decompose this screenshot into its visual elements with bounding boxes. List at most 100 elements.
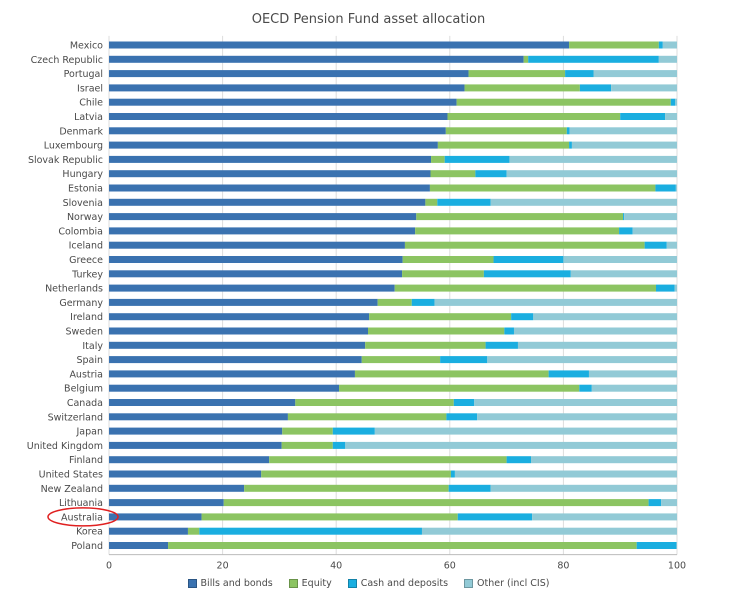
- bar-segment: [632, 227, 677, 235]
- y-tick-label: United States: [39, 470, 103, 481]
- bar-segment: [528, 55, 659, 63]
- bar-segment: [437, 141, 570, 149]
- bar-segment: [675, 184, 677, 192]
- bar-segment: [437, 198, 491, 206]
- chart-title: OECD Pension Fund asset allocation: [251, 12, 486, 27]
- bar-segment: [623, 213, 625, 221]
- bar-segment: [109, 256, 403, 263]
- bar-segment: [440, 356, 488, 364]
- bar-segment: [415, 227, 620, 235]
- bar-segment: [655, 184, 676, 192]
- y-tick-label: Latvia: [74, 112, 103, 123]
- bar-segment: [109, 527, 188, 535]
- bar-segment: [261, 470, 451, 478]
- bar-segment: [446, 413, 478, 421]
- bar-segment: [588, 370, 677, 378]
- bar-segment: [368, 327, 505, 335]
- bar-segment: [365, 341, 486, 349]
- y-tick-label: Netherlands: [45, 284, 103, 295]
- bar-segment: [517, 341, 677, 349]
- bar-segment: [354, 370, 549, 378]
- bar-segment: [109, 84, 465, 92]
- x-tick-label: 80: [557, 561, 569, 572]
- bar-segment: [332, 427, 375, 435]
- bar-segment: [109, 170, 431, 178]
- bar-segment: [571, 141, 677, 149]
- bar-segment: [565, 70, 594, 78]
- y-tick-label: Germany: [59, 298, 103, 309]
- bar-segment: [201, 513, 458, 521]
- bar-segment: [624, 213, 677, 221]
- y-tick-label: Denmark: [59, 126, 103, 137]
- bar-segment: [109, 155, 432, 163]
- bar-segment: [429, 184, 656, 192]
- bar-segment: [295, 399, 454, 406]
- bar-segment: [369, 313, 512, 321]
- bar-segment: [453, 399, 475, 406]
- bar-segment: [620, 113, 666, 120]
- y-tick-label: Chile: [79, 98, 103, 109]
- bar-segment: [619, 227, 633, 235]
- bar-segment: [109, 499, 224, 507]
- bar-segment: [430, 170, 476, 178]
- y-tick-label: Iceland: [69, 241, 103, 252]
- bar-segment: [509, 155, 677, 163]
- bar-segment: [665, 113, 677, 120]
- bar-segment: [332, 441, 346, 449]
- bar-segment: [448, 484, 491, 492]
- y-tick-label: Poland: [71, 541, 103, 552]
- legend-swatch: [347, 579, 357, 588]
- bar-segment: [593, 70, 677, 78]
- bar-segment: [563, 256, 677, 263]
- bar-segment: [447, 113, 621, 120]
- bar-segment: [109, 384, 340, 392]
- bar-segment: [662, 41, 677, 49]
- bar-segment: [454, 470, 677, 478]
- bar-segment: [269, 456, 507, 464]
- bar-segment: [532, 513, 677, 521]
- bar-segment: [223, 499, 649, 507]
- y-tick-label: Czech Republic: [31, 55, 103, 66]
- bar-segment: [661, 499, 677, 507]
- bar-segment: [416, 213, 624, 221]
- bar-segment: [109, 356, 362, 364]
- bar-segment: [109, 70, 469, 78]
- bar-segment: [513, 327, 677, 335]
- bar-segment: [109, 98, 457, 106]
- bar-segment: [483, 270, 571, 278]
- y-tick-label: Finland: [69, 455, 103, 466]
- bar-segment: [674, 284, 677, 292]
- bar-segment: [566, 127, 570, 135]
- legend-item: Other (incl CIS): [464, 578, 549, 589]
- bar-segment: [187, 527, 200, 535]
- y-tick-label: Portugal: [64, 69, 103, 80]
- bar-segment: [109, 441, 282, 449]
- bar-segment: [199, 527, 422, 535]
- bar-segment: [569, 141, 572, 149]
- bar-segment: [425, 198, 438, 206]
- bar-segment: [421, 527, 677, 535]
- bar-segment: [444, 155, 510, 163]
- bar-segment: [655, 284, 675, 292]
- bar-segment: [404, 241, 645, 249]
- bar-segment: [109, 341, 366, 349]
- x-tick-label: 20: [217, 561, 229, 572]
- y-tick-label: Mexico: [70, 41, 103, 52]
- bar-segment: [374, 427, 677, 435]
- bar-segment: [506, 456, 532, 464]
- bar-segment: [658, 41, 663, 49]
- legend-swatch: [464, 579, 474, 588]
- y-tick-label: Slovenia: [63, 198, 103, 209]
- bar-segment: [485, 341, 518, 349]
- bar-segment: [339, 384, 580, 392]
- y-tick-label: Japan: [76, 427, 104, 438]
- bar-segment: [109, 484, 245, 492]
- bar-segment: [675, 98, 677, 106]
- bar-segment: [109, 127, 446, 135]
- bar-segment: [402, 256, 494, 263]
- bar-segment: [109, 542, 169, 549]
- bar-segment: [109, 213, 417, 221]
- x-tick-label: 40: [330, 561, 342, 572]
- bar-segment: [579, 384, 592, 392]
- bar-segment: [109, 41, 570, 49]
